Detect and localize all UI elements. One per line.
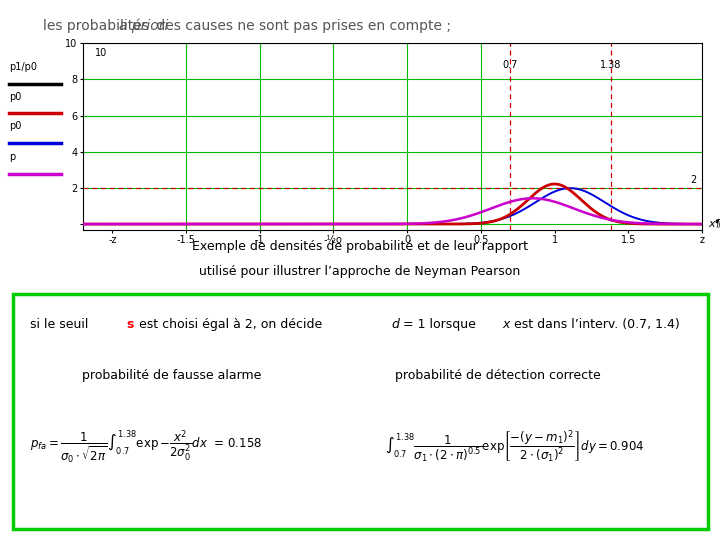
Text: 0.7: 0.7 — [503, 60, 518, 70]
Text: a priori: a priori — [119, 19, 168, 33]
Text: est dans l’interv. (0.7, 1.4): est dans l’interv. (0.7, 1.4) — [510, 318, 680, 331]
Text: d: d — [391, 318, 399, 331]
FancyBboxPatch shape — [13, 294, 708, 529]
Text: x¶: x¶ — [708, 218, 720, 228]
Text: 10: 10 — [94, 48, 107, 58]
Text: $\int_{0.7}^{1.38} \dfrac{1}{\sigma_1 \cdot (2 \cdot \pi)^{0.5}}\exp\!\left[\dfr: $\int_{0.7}^{1.38} \dfrac{1}{\sigma_1 \c… — [384, 429, 644, 465]
Text: si le seuil: si le seuil — [30, 318, 93, 331]
Text: $p_{fa} = \dfrac{1}{\sigma_0 \cdot \sqrt{2\pi}}\int_{0.7}^{1.38} \exp{-}\dfrac{x: $p_{fa} = \dfrac{1}{\sigma_0 \cdot \sqrt… — [30, 428, 263, 465]
Text: probabilité de fausse alarme: probabilité de fausse alarme — [82, 369, 262, 382]
Text: 1.38: 1.38 — [600, 60, 621, 70]
Text: x: x — [503, 318, 510, 331]
Text: p0: p0 — [9, 121, 21, 131]
Text: p0: p0 — [9, 91, 21, 102]
Text: les probabilités: les probabilités — [43, 19, 153, 33]
Text: p1/p0: p1/p0 — [9, 62, 37, 72]
Text: Exemple de densités de probabilité et de leur rapport: Exemple de densités de probabilité et de… — [192, 240, 528, 253]
Text: est choisi égal à 2, on décide: est choisi égal à 2, on décide — [135, 318, 326, 331]
Text: s: s — [126, 318, 134, 331]
Text: 2: 2 — [690, 175, 696, 185]
Text: utilisé pour illustrer l’approche de Neyman Pearson: utilisé pour illustrer l’approche de Ney… — [199, 265, 521, 278]
Text: probabilité de détection correcte: probabilité de détection correcte — [395, 369, 601, 382]
Text: des causes ne sont pas prises en compte ;: des causes ne sont pas prises en compte … — [153, 19, 451, 33]
Text: = 1 lorsque: = 1 lorsque — [399, 318, 480, 331]
Text: p: p — [9, 152, 15, 162]
